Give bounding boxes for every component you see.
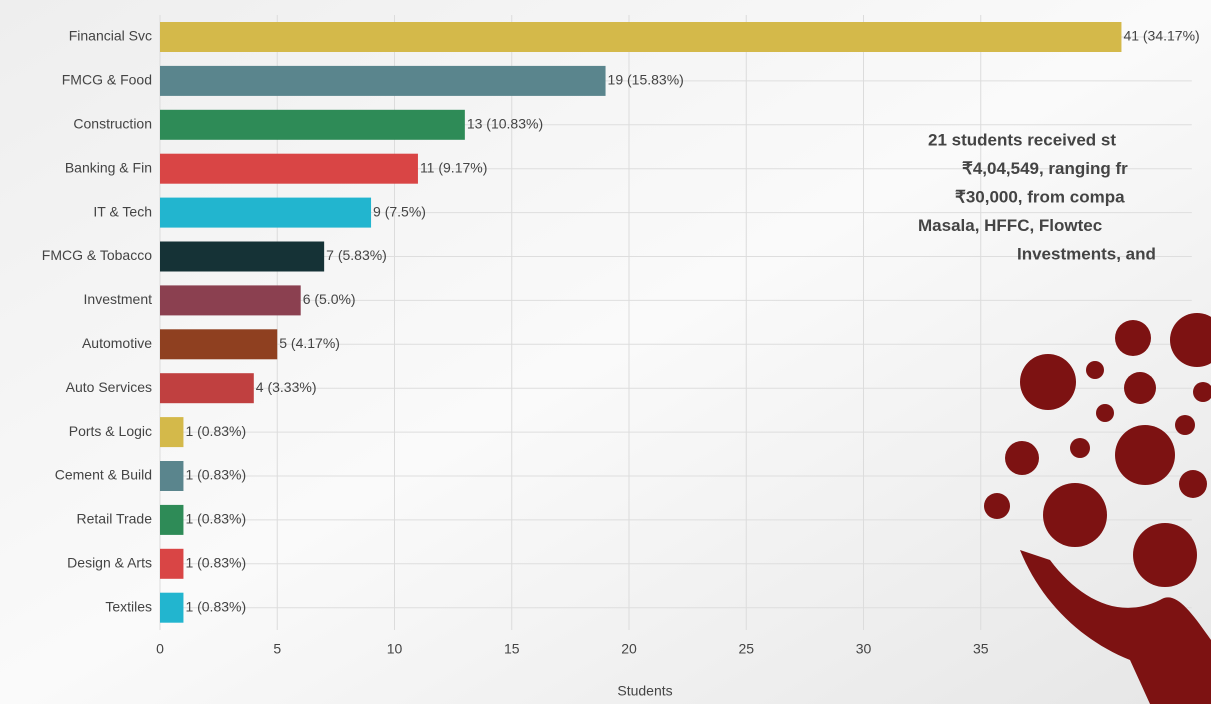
y-tick-label: Cement & Build <box>55 467 152 483</box>
y-tick-label: IT & Tech <box>93 203 152 219</box>
value-label: 19 (15.83%) <box>608 72 684 88</box>
annotation-line: Masala, HFFC, Flowtec <box>918 216 1102 235</box>
y-tick-label: Financial Svc <box>69 28 152 44</box>
y-tick-label: Banking & Fin <box>65 159 152 175</box>
bar <box>160 592 184 623</box>
y-tick-label: Construction <box>73 116 152 132</box>
value-label: 1 (0.83%) <box>185 423 246 439</box>
bar <box>160 65 606 96</box>
bar <box>160 373 254 404</box>
y-tick-label: Ports & Logic <box>69 423 152 439</box>
bar <box>160 153 418 184</box>
annotation-line: ₹4,04,549, ranging fr <box>962 159 1128 178</box>
annotation-line: ₹30,000, from compa <box>955 187 1125 206</box>
y-tick-label: Retail Trade <box>77 511 153 527</box>
bar <box>160 22 1122 52</box>
x-tick-label: 5 <box>273 641 281 657</box>
annotation: 21 students received st ₹4,04,549, rangin… <box>918 130 1156 263</box>
x-tick-label: 25 <box>738 641 754 657</box>
x-tick-label: 15 <box>504 641 520 657</box>
value-label: 41 (34.17%) <box>1123 28 1199 44</box>
y-tick-label: Automotive <box>82 335 152 351</box>
x-tick-label: 30 <box>856 641 872 657</box>
y-tick-label: FMCG & Tobacco <box>42 247 152 263</box>
value-label: 1 (0.83%) <box>185 555 246 571</box>
x-axis-label: Students <box>617 683 672 699</box>
bar <box>160 109 465 140</box>
x-tick-label: 35 <box>973 641 989 657</box>
y-tick-label: FMCG & Food <box>62 72 152 88</box>
bar <box>160 197 372 228</box>
bar <box>160 417 184 448</box>
value-label: 5 (4.17%) <box>279 335 340 351</box>
illustration <box>984 313 1211 704</box>
value-label: 4 (3.33%) <box>256 379 317 395</box>
y-tick-label: Textiles <box>105 598 152 614</box>
value-label: 7 (5.83%) <box>326 247 387 263</box>
bar <box>160 241 325 272</box>
value-label: 1 (0.83%) <box>185 511 246 527</box>
value-label: 1 (0.83%) <box>185 598 246 614</box>
value-label: 6 (5.0%) <box>303 291 356 307</box>
x-tick-label: 0 <box>156 641 164 657</box>
plot-area: 0 5 10 15 20 25 30 35 Financial Svc 41 (34.17%) FM… <box>42 15 1200 699</box>
value-label: 1 (0.83%) <box>185 467 246 483</box>
value-label: 13 (10.83%) <box>467 116 543 132</box>
x-tick-label: 10 <box>387 641 403 657</box>
x-tick-label: 20 <box>621 641 637 657</box>
annotation-line: Investments, and <box>1017 244 1156 263</box>
y-tick-label: Auto Services <box>66 379 152 395</box>
bar <box>160 504 184 535</box>
y-tick-label: Investment <box>84 291 153 307</box>
bar <box>160 461 184 491</box>
bar <box>160 285 301 316</box>
bar <box>160 548 184 579</box>
value-label: 11 (9.17%) <box>420 159 487 175</box>
y-tick-label: Design & Arts <box>67 555 152 571</box>
value-label: 9 (7.5%) <box>373 203 426 219</box>
annotation-line: 21 students received st <box>928 130 1116 149</box>
bar <box>160 329 278 360</box>
